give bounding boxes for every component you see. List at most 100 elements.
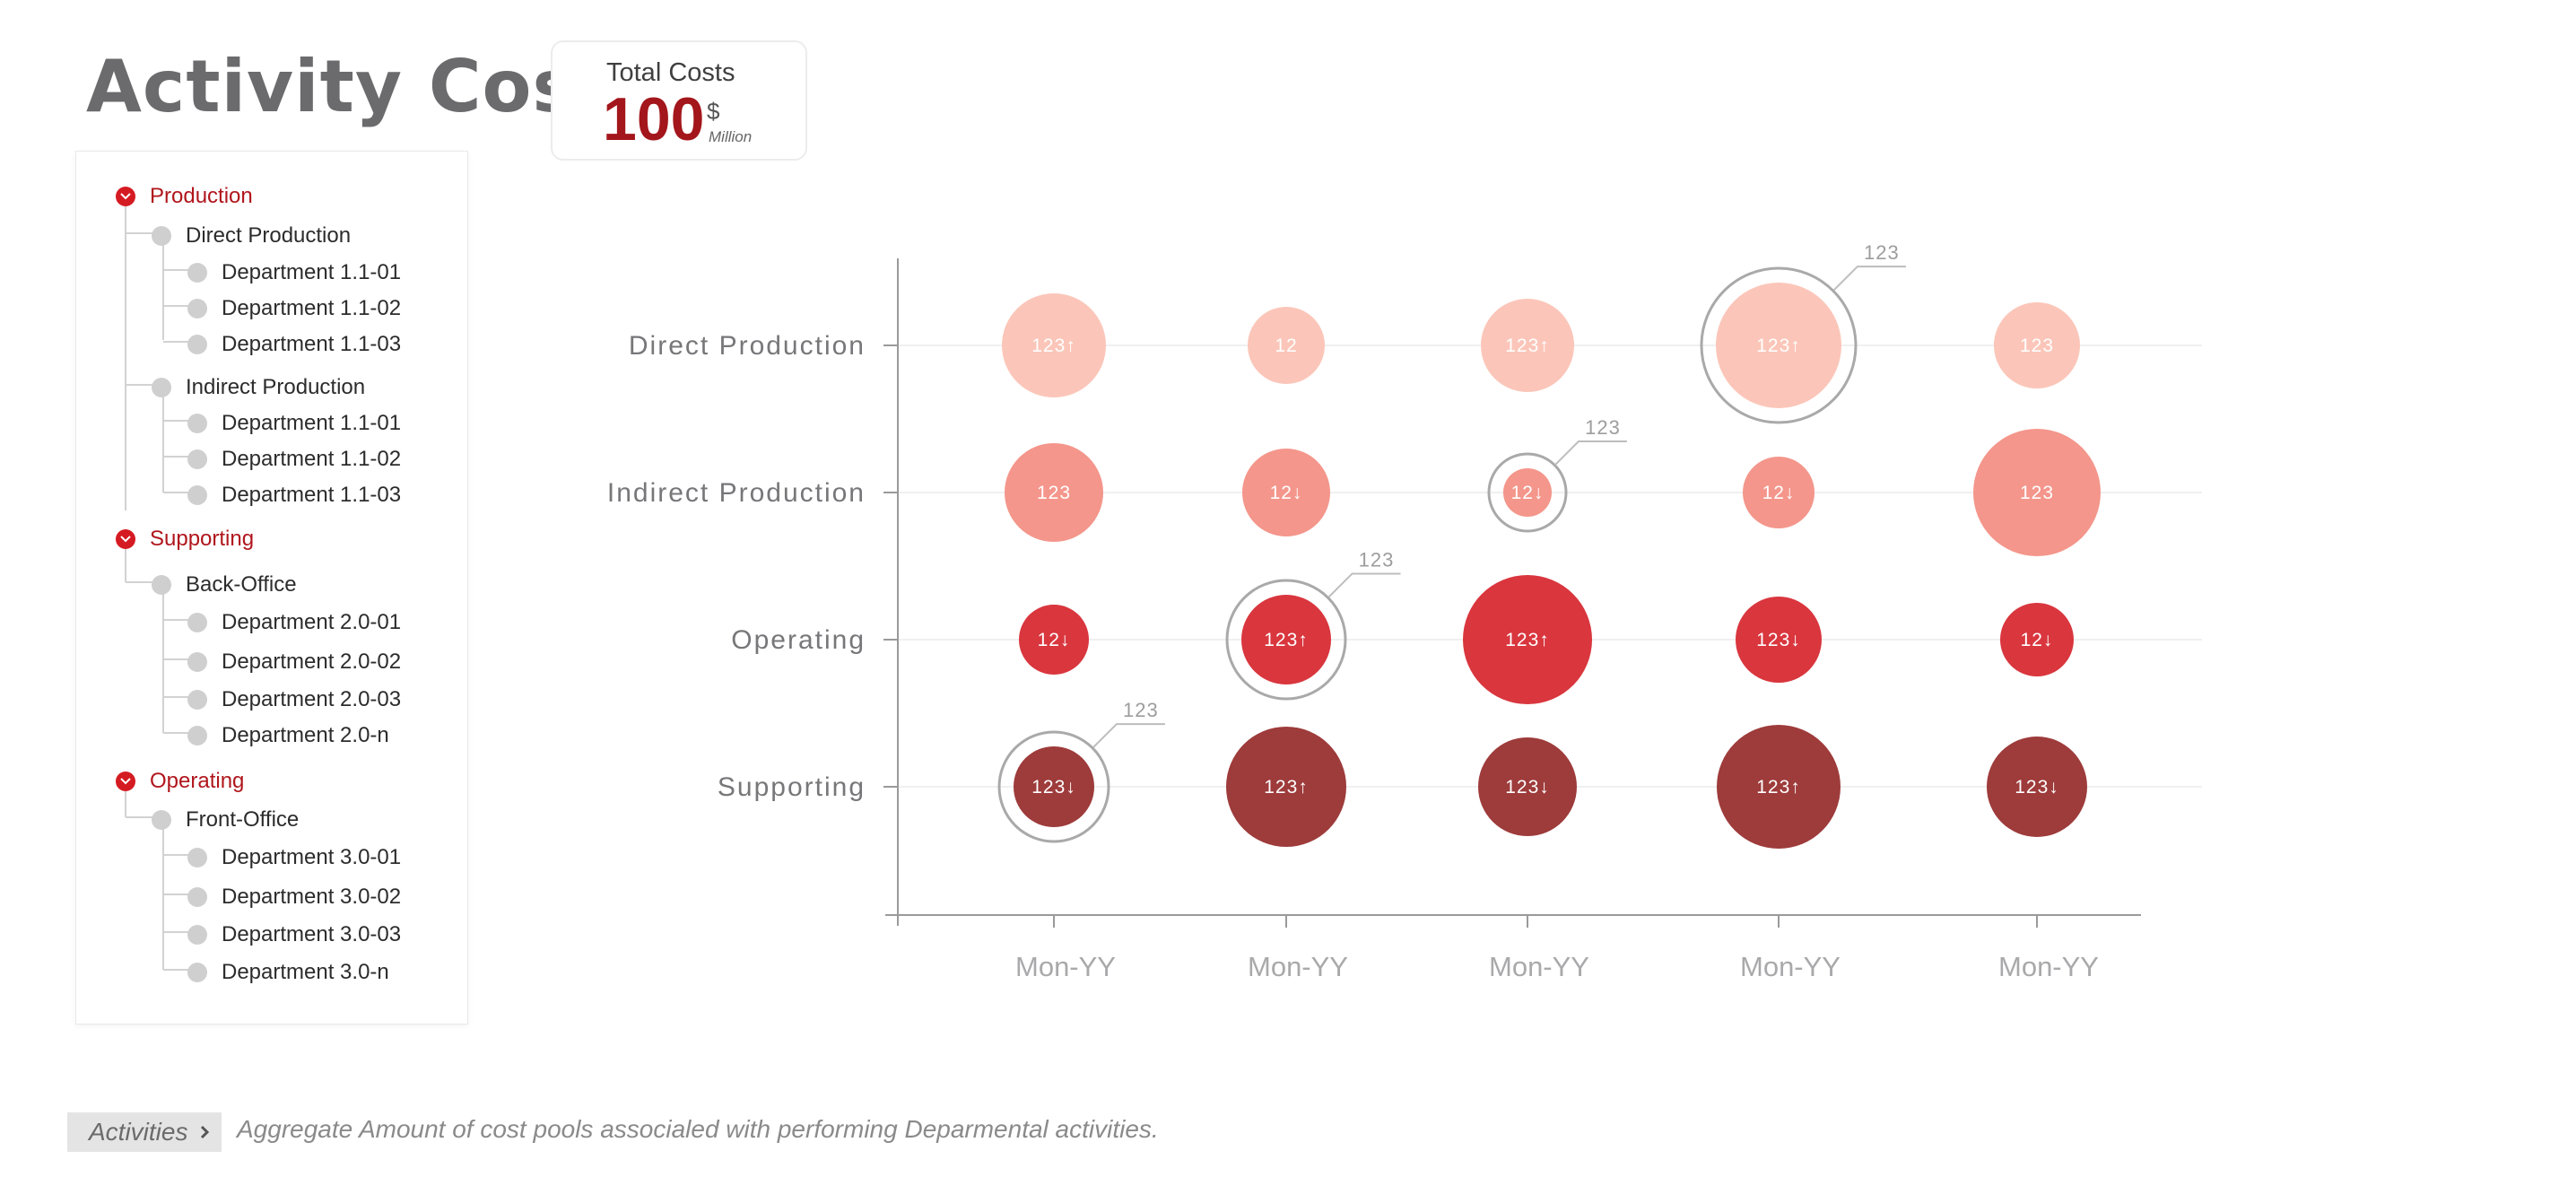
bubble-label: 123↑ bbox=[1756, 777, 1801, 798]
bubble bbox=[1743, 457, 1815, 528]
tree-item-label: Department 3.0-03 bbox=[222, 922, 402, 946]
bubble bbox=[1463, 575, 1592, 704]
total-costs-currency: $ bbox=[707, 98, 720, 125]
bubble-label: 123↓ bbox=[2015, 777, 2059, 798]
callout-line bbox=[1327, 572, 1401, 598]
tree-item-department[interactable]: Department 2.0-01 bbox=[187, 610, 401, 635]
tree-item-department[interactable]: Department 1.1-02 bbox=[187, 447, 401, 472]
chevron-down-icon[interactable] bbox=[116, 187, 135, 206]
bubble bbox=[1241, 595, 1331, 684]
tree-item-label: Department 1.1-02 bbox=[222, 296, 402, 320]
tree-group-operating[interactable]: Operating bbox=[116, 769, 244, 794]
node-dot-icon bbox=[187, 925, 207, 945]
bubble-label: 123↑ bbox=[1756, 336, 1801, 356]
tree-item-back-office[interactable]: Back-Office bbox=[152, 572, 297, 597]
chevron-down-icon[interactable] bbox=[116, 772, 135, 791]
tree-item-department[interactable]: Department 1.1-03 bbox=[187, 483, 401, 508]
breadcrumb-label: Activities bbox=[89, 1118, 188, 1146]
bubble bbox=[1226, 727, 1346, 847]
y-tick-label: Operating bbox=[731, 625, 866, 655]
tree-item-department[interactable]: Department 1.1-02 bbox=[187, 296, 401, 321]
tree-item-label: Direct Production bbox=[186, 223, 352, 248]
x-tick-label: Mon-YY bbox=[1489, 951, 1589, 982]
tree-item-direct-production[interactable]: Direct Production bbox=[152, 223, 351, 248]
tree-item-label: Department 2.0-01 bbox=[222, 610, 402, 634]
callout-label: 123 bbox=[1359, 548, 1395, 571]
bubble-label: 123↑ bbox=[1505, 630, 1550, 650]
tree-item-label: Department 1.1-03 bbox=[222, 332, 402, 356]
node-dot-icon bbox=[187, 414, 207, 433]
tree-group-label: Operating bbox=[150, 769, 245, 793]
tree-item-label: Department 1.1-01 bbox=[222, 411, 402, 435]
node-dot-icon bbox=[187, 449, 207, 469]
callout-label: 123 bbox=[1864, 241, 1900, 264]
tree-item-label: Department 1.1-02 bbox=[222, 447, 402, 471]
bubble-highlight-ring bbox=[997, 730, 1110, 843]
tree-item-department[interactable]: Department 2.0-03 bbox=[187, 687, 401, 712]
node-dot-icon bbox=[187, 263, 207, 283]
node-dot-icon bbox=[187, 299, 207, 318]
y-tick-label: Direct Production bbox=[629, 331, 866, 361]
tree-item-label: Department 2.0-n bbox=[222, 723, 389, 747]
tree-item-department[interactable]: Department 3.0-01 bbox=[187, 845, 401, 870]
bubble-label: 12↓ bbox=[1270, 483, 1303, 503]
bubble-label: 123↓ bbox=[1756, 630, 1801, 650]
node-dot-icon bbox=[187, 652, 207, 672]
bubble bbox=[1987, 737, 2087, 837]
node-dot-icon bbox=[187, 887, 207, 907]
bubble-label: 123 bbox=[1037, 483, 1071, 503]
chevron-down-icon[interactable] bbox=[116, 529, 135, 549]
tree-group-label: Supporting bbox=[150, 527, 255, 551]
bubble bbox=[2000, 603, 2074, 676]
tree-item-label: Department 3.0-02 bbox=[222, 885, 402, 909]
bubble bbox=[1736, 597, 1822, 683]
node-dot-icon bbox=[187, 485, 207, 505]
bubble-chart: Direct Production Indirect Production Oper… bbox=[607, 241, 2202, 982]
bubble-label: 123↑ bbox=[1264, 777, 1309, 798]
tree-item-label: Indirect Production bbox=[186, 375, 366, 399]
bubble bbox=[1481, 299, 1574, 392]
tree-item-department[interactable]: Department 3.0-02 bbox=[187, 885, 401, 910]
callout-line bbox=[1092, 723, 1165, 748]
node-dot-icon bbox=[152, 226, 171, 246]
bubble bbox=[1002, 293, 1106, 397]
tree-item-department[interactable]: Department 1.1-01 bbox=[187, 260, 401, 285]
tree-item-indirect-production[interactable]: Indirect Production bbox=[152, 375, 365, 400]
bubble-label: 123↑ bbox=[1031, 336, 1076, 356]
bubble bbox=[1005, 443, 1103, 542]
tree-item-department[interactable]: Department 3.0-03 bbox=[187, 922, 401, 947]
bubble bbox=[1503, 468, 1552, 517]
total-costs-card: Total Costs 100 $ Million bbox=[551, 40, 807, 161]
tree-group-supporting[interactable]: Supporting bbox=[116, 527, 254, 552]
x-tick-label: Mon-YY bbox=[1740, 951, 1841, 982]
page-title: Activity Cost bbox=[86, 45, 612, 128]
callout-label: 123 bbox=[1123, 699, 1159, 721]
tree-item-department[interactable]: Department 3.0-n bbox=[187, 960, 389, 985]
tree-item-department[interactable]: Department 1.1-01 bbox=[187, 411, 401, 436]
total-costs-label: Total Costs bbox=[606, 58, 735, 87]
callout-line bbox=[1554, 440, 1627, 466]
bubble-label: 123 bbox=[2020, 336, 2054, 356]
bubble bbox=[1019, 605, 1089, 675]
node-dot-icon bbox=[187, 848, 207, 867]
bubble bbox=[1973, 429, 2101, 556]
bubble-highlight-ring bbox=[1225, 579, 1347, 701]
node-dot-icon bbox=[187, 613, 207, 632]
x-tick-label: Mon-YY bbox=[1015, 951, 1116, 982]
bubble-label: 12↓ bbox=[1762, 483, 1796, 503]
callout-line bbox=[1833, 266, 1906, 291]
activities-breadcrumb-button[interactable]: Activities bbox=[67, 1112, 222, 1152]
bubble bbox=[1242, 449, 1330, 536]
tree-item-department[interactable]: Department 2.0-n bbox=[187, 723, 389, 748]
tree-group-production[interactable]: Production bbox=[116, 184, 253, 209]
bubble bbox=[1717, 725, 1841, 849]
tree-item-department[interactable]: Department 1.1-03 bbox=[187, 332, 401, 357]
x-tick-label: Mon-YY bbox=[1248, 951, 1348, 982]
bubble-label: 12↓ bbox=[2021, 630, 2054, 650]
tree-item-label: Back-Office bbox=[186, 572, 297, 597]
tree-item-department[interactable]: Department 2.0-02 bbox=[187, 650, 401, 675]
node-dot-icon bbox=[152, 810, 171, 830]
chevron-right-icon bbox=[196, 1120, 214, 1149]
tree-item-front-office[interactable]: Front-Office bbox=[152, 807, 299, 833]
bubble bbox=[1014, 746, 1094, 827]
